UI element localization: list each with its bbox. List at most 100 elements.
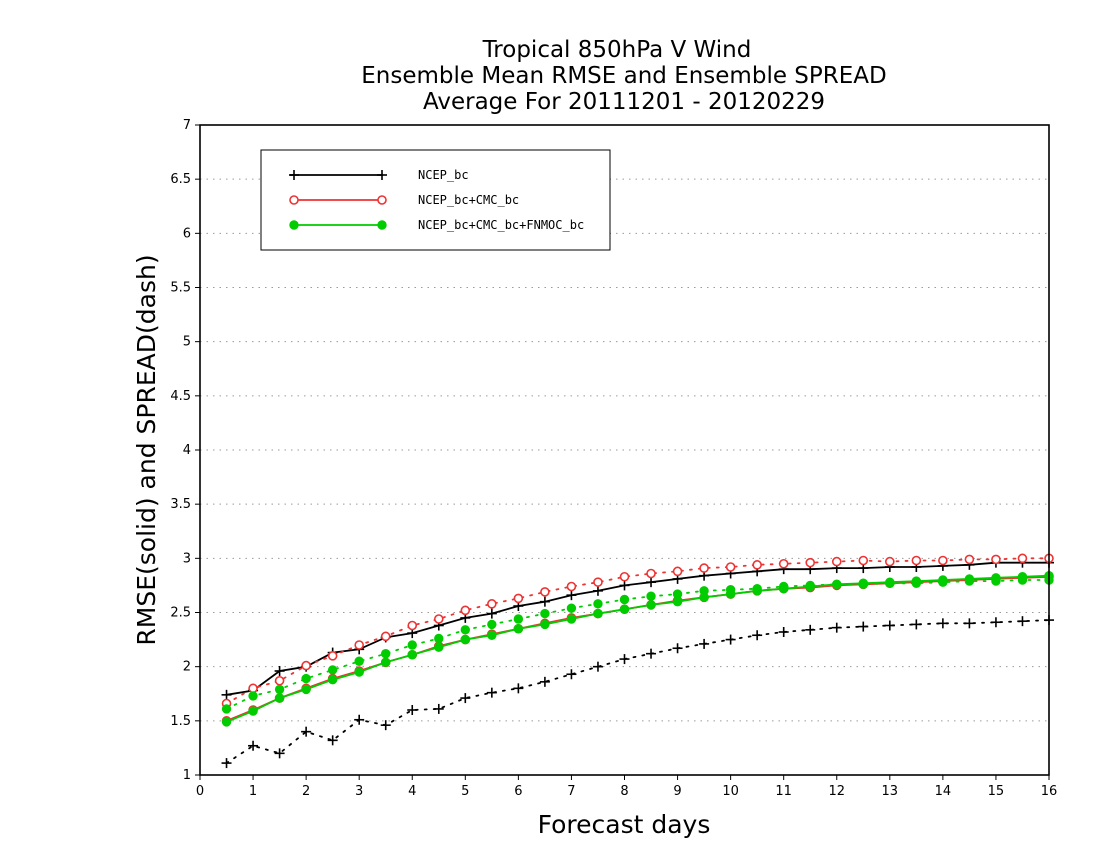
data-point [938,575,948,585]
data-point [301,673,311,684]
data-point [991,573,1001,583]
data-point [1017,553,1028,564]
legend: NCEP_bc NCEP_bc+CMC_bc NCEP_bc+CMC_bc+FNMO… [260,149,611,251]
data-point [619,594,630,605]
data-point [248,683,258,694]
data-point [646,568,656,579]
title-line-1: Tropical 850hPa V Wind [482,37,752,63]
x-tick-label: 10 [722,784,739,799]
data-point [858,555,869,566]
data-point [805,557,816,568]
data-point [778,558,789,569]
title-line-3: Average For 20111201 - 20120229 [423,89,825,115]
y-tick-label: 3 [183,551,191,566]
data-point [248,740,259,751]
data-point [832,579,842,590]
data-point [778,627,789,637]
data-point [380,631,391,642]
series-1-rmse-points [221,557,1054,700]
data-point [434,642,444,652]
data-point [433,614,444,624]
data-point [327,665,338,675]
data-point [380,720,391,731]
series-2-rmse-points [221,571,1054,726]
data-point [566,614,577,624]
data-point [513,624,524,634]
x-tick-label: 14 [935,784,952,799]
data-point [327,735,338,746]
data-point [248,706,258,716]
data-point [778,583,789,594]
data-point [221,717,232,727]
data-point [592,661,603,672]
data-point [725,634,736,645]
y-tick-label: 1.5 [170,714,191,729]
data-point [274,675,285,686]
y-axis-label: RMSE(solid) and SPREAD(dash) [132,254,161,645]
y-tick-label: 6.5 [170,172,191,187]
data-point [619,580,630,591]
data-point [964,574,975,584]
data-point [487,599,497,609]
y-tick-label: 5 [183,335,191,350]
data-point [274,684,285,695]
series-3-spread-points [221,575,1054,714]
series-3-rmse-points [221,570,1054,727]
legend-label: NCEP_bc [418,168,469,182]
data-point [327,651,338,661]
x-tick-label: 5 [461,784,469,799]
y-tick-label: 3.5 [170,497,191,512]
title-line-2: Ensemble Mean RMSE and Ensemble SPREAD [361,63,886,89]
data-point [699,638,710,649]
data-point [487,619,497,630]
y-axis: 1 1.5 2 2.5 3 3.5 4 4.5 5 5.5 6 6.5 7 [170,118,200,783]
data-point [619,571,630,582]
data-point [672,596,683,607]
y-tick-label: 4 [183,443,191,458]
data-point [858,578,868,588]
data-point [540,608,550,619]
data-point [221,704,232,714]
data-point [460,634,471,645]
data-point [990,617,1001,628]
data-point [407,705,418,715]
series-3-spread-line [225,579,1050,710]
y-tick-label: 2 [183,660,191,675]
legend-label: NCEP_bc+CMC_bc [418,193,519,207]
data-point [619,654,630,665]
data-point [407,640,417,650]
data-point [539,596,550,607]
series-2-spread-points [221,553,1054,709]
data-point [885,577,895,587]
data-point [513,683,524,694]
data-point [619,604,630,614]
x-tick-label: 1 [249,784,257,799]
data-point [964,618,975,629]
data-point [938,555,948,566]
x-tick-label: 12 [828,784,845,799]
data-point [752,630,763,641]
x-tick-label: 7 [567,784,575,799]
data-point [858,621,869,632]
y-tick-label: 1 [183,768,191,783]
data-point [1017,616,1028,627]
data-point [646,591,656,601]
data-point [831,622,842,633]
data-point [566,581,577,592]
data-point [566,669,577,680]
data-point [407,650,417,660]
data-point [487,630,497,640]
data-point [937,618,948,629]
data-point [566,590,577,601]
data-point [486,608,497,619]
data-point [513,614,524,624]
data-point [274,693,285,703]
data-point [460,693,471,704]
data-point [1017,572,1028,582]
data-point [805,581,815,592]
data-point [327,674,338,685]
series-1-spread-points [221,615,1054,769]
data-point [434,633,444,644]
y-tick-label: 5.5 [170,281,191,296]
data-point [884,620,895,631]
